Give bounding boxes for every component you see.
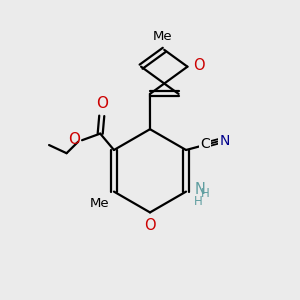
Text: N: N: [194, 182, 205, 197]
Text: O: O: [96, 96, 108, 111]
Text: H: H: [201, 188, 210, 200]
Text: O: O: [193, 58, 204, 73]
Text: C: C: [200, 137, 210, 152]
Text: Me: Me: [90, 197, 110, 210]
Text: N: N: [220, 134, 230, 148]
Text: O: O: [144, 218, 156, 233]
Text: Me: Me: [153, 30, 172, 43]
Text: H: H: [194, 195, 203, 208]
Text: O: O: [69, 132, 81, 147]
